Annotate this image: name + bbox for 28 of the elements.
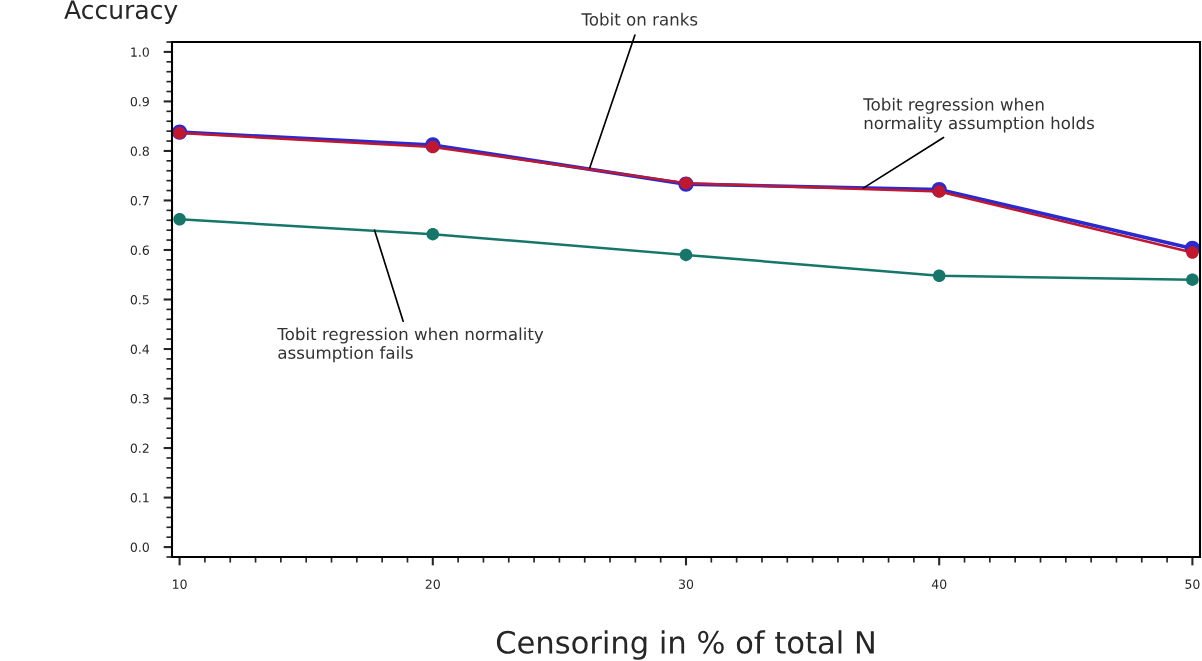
point	[1186, 273, 1199, 286]
y-tick-label: 1.0	[131, 47, 149, 57]
point	[679, 248, 693, 262]
point	[932, 269, 946, 282]
point	[426, 227, 440, 241]
annotation: Tobit regression when normality assumption fails	[277, 327, 544, 363]
y-tick-label: 0.9	[130, 96, 149, 107]
x-tick-label: 30	[679, 579, 694, 589]
point	[173, 213, 186, 226]
x-tick-label: 20	[425, 579, 440, 589]
x-tick-label: 50	[1185, 579, 1200, 589]
x-tick-label: 10	[173, 579, 187, 589]
y-tick-label: 0.1	[130, 493, 149, 503]
y-tick-label: 0.6	[130, 245, 149, 255]
y-tick-label: 0.7	[130, 195, 149, 206]
y-tick-label: 0.2	[130, 443, 149, 453]
point	[932, 185, 946, 198]
annotation: Tobit on ranks	[581, 12, 698, 26]
y-axis-title: Accuracy	[64, 0, 178, 24]
y-tick-label: 0.8	[130, 146, 149, 156]
annotation: Tobit regression when normality assumption holds	[863, 97, 1094, 133]
point	[1186, 246, 1199, 259]
y-tick-label: 0.5	[130, 294, 149, 305]
y-tick-label: 0.3	[130, 394, 149, 404]
x-axis-title: Censoring in % of total N	[496, 630, 874, 660]
y-tick-label: 0.4	[130, 344, 150, 354]
x-tick-label: 40	[931, 579, 947, 589]
y-tick-label: 0.0	[130, 542, 149, 553]
